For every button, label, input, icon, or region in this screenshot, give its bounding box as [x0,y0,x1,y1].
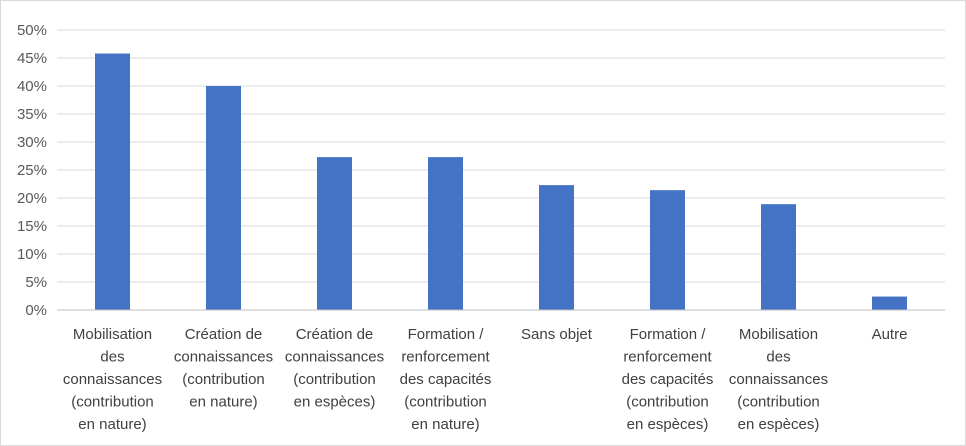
x-category-label-line: Mobilisation [73,326,152,343]
x-category-label-line: Autre [872,326,908,343]
x-category-label: Mobilisation des connaissances (contributio… [729,326,828,433]
x-category-label-line: Formation / [630,326,707,343]
x-category-label-line: renforcement [623,349,712,366]
x-category-label-line: connaissances [63,371,162,388]
y-tick-label: 20% [17,190,47,207]
bar [317,157,352,310]
x-category-label-line: (contribution [71,394,154,411]
bar [761,204,796,310]
x-category-label-line: Création de [296,326,374,343]
y-tick-label: 15% [17,218,47,235]
gridlines [57,29,945,283]
x-category-label-line: des [766,349,790,366]
x-category-label-line: des [100,349,124,366]
x-category-label-line: Formation / [408,326,485,343]
y-tick-label: 0% [25,302,47,319]
bar [95,53,130,311]
x-category-label-line: en espèces) [294,394,376,411]
y-tick-label: 10% [17,246,47,263]
x-axis-category-labels: Mobilisation des connaissances (contributio… [63,326,908,433]
x-category-label: Création de connaissances (contribution en … [174,326,273,411]
x-category-label-line: des capacités [400,371,492,388]
x-category-label-line: connaissances [729,371,828,388]
x-category-label-line: Sans objet [521,326,593,343]
x-category-label-line: des capacités [622,371,714,388]
bar [206,86,241,310]
x-category-label-line: (contribution [626,394,709,411]
bars [95,53,907,311]
x-category-label-line: connaissances [285,349,384,366]
y-tick-label: 5% [25,274,47,291]
x-category-label-line: renforcement [401,349,490,366]
y-tick-label: 35% [17,106,47,123]
y-tick-label: 30% [17,134,47,151]
bar [872,296,907,310]
y-tick-label: 40% [17,78,47,95]
x-category-label-line: en espèces) [738,416,820,433]
y-tick-label: 50% [17,22,47,39]
y-tick-label: 25% [17,162,47,179]
y-tick-label: 45% [17,50,47,67]
bar [428,157,463,310]
x-category-label-line: Mobilisation [739,326,818,343]
x-category-label-line: en nature) [78,416,146,433]
x-category-label-line: (contribution [404,394,487,411]
bar [650,190,685,310]
x-category-label-line: connaissances [174,349,273,366]
x-category-label-line: en nature) [411,416,479,433]
x-category-label-line: en espèces) [627,416,709,433]
x-category-label: Autre [872,326,908,343]
y-axis-tick-labels: 0% 5% 10% 15% 20% 25% 30% 35% 40% 45% 50% [17,22,47,319]
x-category-label: Formation / renforcement des capacités (con… [400,326,492,433]
x-category-label: Formation / renforcement des capacités (con… [622,326,714,433]
x-category-label-line: (contribution [293,371,376,388]
x-category-label: Création de connaissances (contribution en … [285,326,384,411]
x-category-label-line: (contribution [737,394,820,411]
x-category-label: Mobilisation des connaissances (contributio… [63,326,162,433]
x-category-label-line: (contribution [182,371,265,388]
x-category-label-line: en nature) [189,394,257,411]
x-category-label-line: Création de [185,326,263,343]
bar [539,185,574,310]
x-category-label: Sans objet [521,326,593,343]
